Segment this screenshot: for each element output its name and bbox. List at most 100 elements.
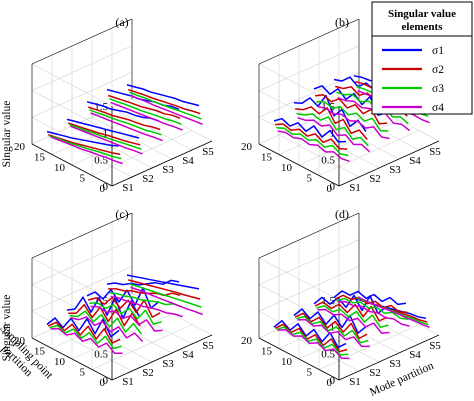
partition-tick-label: S4 [182, 349, 194, 361]
depth-tick-label: 15 [34, 152, 46, 164]
depth-axis-line [258, 337, 340, 381]
depth-tick-label: 10 [281, 356, 293, 368]
partition-tick-label: S4 [409, 155, 421, 167]
series-line-σ2 [275, 123, 348, 150]
floor-grid-line [71, 313, 173, 360]
series-line-σ4 [277, 328, 350, 360]
legend-item-label: σ2 [432, 64, 444, 76]
series-line-σ3 [129, 91, 202, 120]
series-line-σ1 [273, 117, 347, 143]
legend-item-label: σ4 [432, 102, 444, 114]
z-tick-label: 0 [103, 181, 109, 193]
series-line-σ3 [49, 135, 122, 160]
series-line-σ4 [90, 112, 163, 142]
series-line-σ2 [88, 296, 161, 318]
back-wall-grid-line [258, 72, 360, 118]
depth-tick-label: 15 [261, 346, 273, 358]
series-line-σ4 [337, 300, 410, 327]
z-tick-label: 0.5 [321, 154, 335, 166]
back-wall-grid-line [258, 292, 360, 339]
floor-grid-line [91, 324, 193, 370]
panel-label: (d) [335, 207, 349, 221]
series-line-σ1 [66, 118, 140, 139]
series-line-σ1 [126, 84, 200, 107]
series-line-σ4 [317, 308, 390, 334]
legend-item-label: σ3 [432, 83, 444, 95]
series-line-σ4 [50, 136, 123, 165]
back-wall-grid-line [31, 98, 133, 145]
series-line-σ2 [274, 323, 348, 353]
series-line-σ1 [333, 290, 407, 306]
depth-tick-label: 15 [261, 152, 273, 164]
series-line-σ4 [70, 125, 143, 155]
partition-tick-label: S3 [162, 164, 174, 176]
partition-axis-line [111, 140, 213, 187]
series-line-σ3 [109, 98, 182, 125]
legend-title-line2: elements [402, 21, 444, 33]
partition-axis-line [338, 140, 440, 187]
partition-tick-label: S5 [202, 146, 214, 158]
z-tick-label: 1 [330, 322, 336, 334]
series-line-σ2 [68, 303, 141, 327]
z-tick-label: 1 [103, 322, 109, 334]
back-wall-grid-line [258, 239, 360, 285]
series-line-σ3 [276, 326, 349, 356]
series-line-σ4 [130, 286, 203, 316]
series-line-σ4 [277, 130, 350, 163]
partition-tick-label: S5 [202, 340, 214, 352]
series-line-σ3 [336, 297, 409, 321]
partition-tick-label: S5 [429, 146, 441, 158]
partition-tick-label: S3 [389, 358, 401, 370]
back-wall-grid-line [31, 266, 133, 312]
series-line-σ4 [297, 116, 371, 153]
partition-tick-label: S1 [349, 182, 361, 194]
series-line-σ4 [90, 305, 163, 332]
back-wall-grid-line [31, 45, 133, 91]
depth-tick-label: 5 [80, 367, 86, 379]
legend: Singular value elements σ1 σ2 σ3 σ4 [371, 1, 473, 115]
partition-tick-label: S1 [349, 376, 361, 388]
partition-axis-label: Mode partition [368, 360, 436, 399]
depth-tick-label: 5 [307, 367, 313, 379]
series-line-σ2 [294, 312, 368, 340]
floor-grid-line [91, 116, 173, 160]
series-line-σ3 [296, 112, 369, 147]
partition-tick-label: S2 [369, 367, 381, 379]
depth-tick-label: 5 [307, 173, 313, 185]
box-edge-line [31, 212, 133, 259]
partition-tick-label: S5 [429, 340, 441, 352]
series-line-σ2 [127, 88, 201, 115]
series-line-σ2 [67, 122, 141, 146]
depth-axis-line [31, 337, 113, 381]
partition-axis-line [111, 334, 213, 381]
series-line-σ2 [315, 94, 388, 125]
depth-tick-label: 10 [54, 162, 66, 174]
legend-title-line1: Singular value [388, 8, 456, 20]
series-line-σ4 [110, 295, 183, 318]
partition-tick-label: S1 [122, 376, 134, 388]
series-line-σ2 [107, 94, 181, 119]
series-line-σ4 [110, 101, 183, 131]
series-line-σ3 [89, 301, 162, 325]
z-axis-label: Singular value [1, 101, 13, 168]
series-line-σ2 [108, 288, 181, 297]
depth-tick-label: 5 [80, 173, 86, 185]
series-line-σ3 [109, 291, 182, 308]
floor-grid-line [338, 301, 420, 345]
series-line-σ2 [87, 106, 161, 131]
partition-tick-label: S4 [182, 155, 194, 167]
legend-items: σ1 σ2 σ3 σ4 [382, 45, 444, 114]
z-tick-label: 0 [330, 181, 336, 193]
depth-tick-label: 15 [34, 346, 46, 358]
box-edge-line [258, 212, 360, 259]
back-wall-grid-line [258, 266, 360, 312]
series-line-σ4 [130, 94, 203, 125]
partition-tick-label: S3 [162, 358, 174, 370]
floor-grid-line [51, 109, 153, 155]
series-line-σ3 [89, 109, 162, 136]
